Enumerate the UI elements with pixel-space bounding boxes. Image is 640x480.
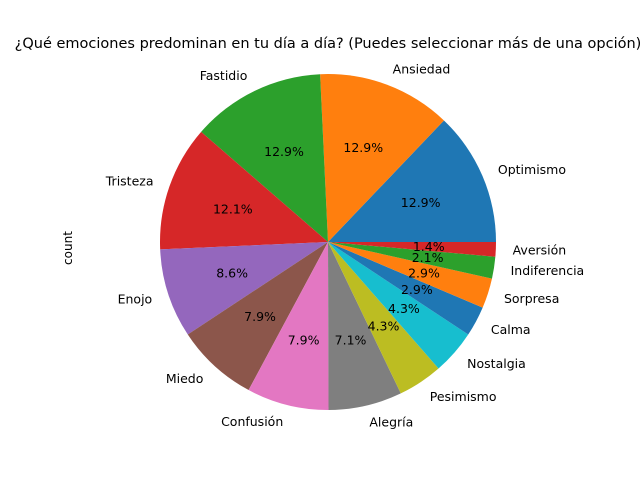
pct-label-enojo: 8.6% bbox=[216, 266, 248, 281]
category-label-calma: Calma bbox=[491, 322, 531, 337]
pct-label-pesimismo: 4.3% bbox=[368, 319, 400, 334]
slice-indiferencia bbox=[328, 242, 496, 279]
category-label-fastidio: Fastidio bbox=[200, 68, 248, 83]
slice-sorpresa bbox=[328, 242, 492, 308]
slice-calma bbox=[328, 242, 483, 335]
percent-labels: 12.9%12.9%12.9%12.1%8.6%7.9%7.9% 7.1%4.3%… bbox=[213, 140, 445, 348]
pct-label-nostalgia: 4.3% bbox=[388, 301, 420, 316]
category-label-alegria: Alegría bbox=[369, 415, 413, 430]
slice-confusion bbox=[248, 242, 329, 411]
slice-enojo bbox=[160, 242, 328, 335]
pct-label-miedo: 7.9% bbox=[244, 309, 276, 324]
pct-label-aversion: 1.4% bbox=[413, 239, 445, 254]
y-axis-label: count bbox=[61, 231, 75, 265]
category-label-optimismo: Optimismo bbox=[498, 162, 566, 177]
pct-label-fastidio: 12.9% bbox=[264, 144, 304, 159]
slice-miedo bbox=[187, 242, 328, 391]
pct-label-confusion: 7.9% bbox=[288, 332, 320, 347]
slice-aversion bbox=[328, 242, 496, 257]
pct-label-ansiedad: 12.9% bbox=[343, 140, 383, 155]
slice-pesimismo bbox=[328, 242, 439, 394]
category-label-enojo: Enojo bbox=[118, 292, 153, 307]
pct-label-sorpresa: 2.9% bbox=[408, 265, 440, 280]
category-label-aversion: Aversión bbox=[513, 243, 567, 258]
category-label-miedo: Miedo bbox=[166, 371, 204, 386]
category-labels: Optimismo Ansiedad Fastidio Tristeza Enojo Mi… bbox=[105, 61, 584, 429]
slice-ansiedad bbox=[320, 74, 444, 242]
slice-nostalgia bbox=[328, 242, 469, 369]
category-label-pesimismo: Pesimismo bbox=[430, 389, 497, 404]
pct-label-tristeza: 12.1% bbox=[213, 201, 253, 216]
slice-fastidio bbox=[201, 74, 328, 242]
chart-title: ¿Qué emociones predominan en tu día a dí… bbox=[15, 36, 640, 52]
category-label-ansiedad: Ansiedad bbox=[393, 61, 451, 76]
pct-label-optimismo: 12.9% bbox=[401, 195, 441, 210]
pie-slices bbox=[159, 74, 496, 411]
pct-label-alegria: 7.1% bbox=[335, 333, 367, 348]
category-label-confusion: Confusión bbox=[221, 414, 283, 429]
category-label-tristeza: Tristeza bbox=[105, 174, 154, 189]
category-label-indiferencia: Indiferencia bbox=[511, 263, 585, 278]
pct-label-calma: 2.9% bbox=[401, 282, 433, 297]
slice-optimismo bbox=[328, 120, 496, 242]
pct-label-indiferencia: 2.1% bbox=[412, 250, 444, 265]
category-label-sorpresa: Sorpresa bbox=[504, 291, 559, 306]
slice-tristeza bbox=[159, 131, 328, 250]
slice-alegria bbox=[328, 242, 401, 410]
category-label-nostalgia: Nostalgia bbox=[467, 356, 526, 371]
